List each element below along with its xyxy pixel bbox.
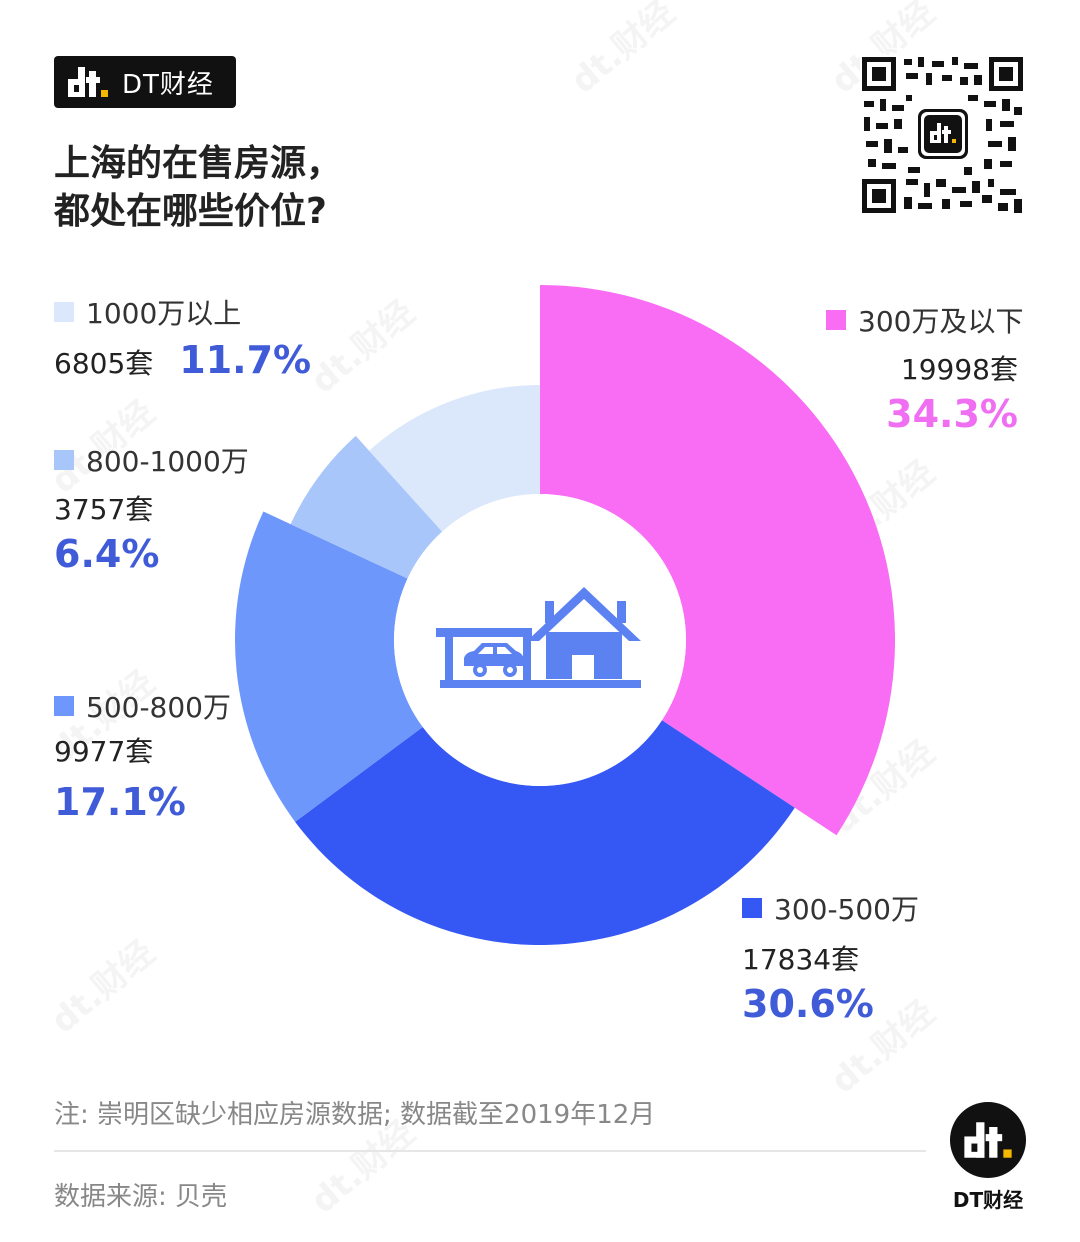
brand-name: DT财经 [122, 69, 214, 100]
logo-label: DT财经 [952, 1188, 1024, 1212]
divider [54, 1150, 926, 1152]
qr-code-icon [860, 55, 1025, 215]
house-car-icon [436, 587, 641, 688]
donut-slice [290, 435, 443, 579]
legend-swatch [54, 302, 74, 322]
legend-count: 19998套 [900, 353, 1018, 386]
legend-300-500: 300-500万 17834套 30.6% [742, 888, 919, 1026]
donut-slice [369, 385, 540, 532]
legend-count: 3757套 [54, 493, 154, 526]
legend-label: 300-500万 [774, 893, 919, 926]
legend-swatch [742, 898, 762, 918]
legend-label: 1000万以上 [86, 297, 242, 330]
legend-percent: 30.6% [742, 982, 874, 1026]
title-line-2: 都处在哪些价位? [54, 191, 327, 232]
legend-swatch [826, 310, 846, 330]
legend-count: 9977套 [54, 735, 154, 768]
legend-800-1000: 800-1000万 3757套 6.4% [54, 440, 249, 576]
donut-slice [234, 511, 423, 822]
legend-percent: 11.7% [179, 338, 312, 382]
legend-percent: 17.1% [54, 780, 186, 824]
legend-1000-and-above: 1000万以上 6805套 11.7% [54, 292, 311, 382]
legend-label: 300万及以下 [858, 305, 1024, 338]
dt-logo-icon [950, 1102, 1026, 1178]
donut-slice [540, 285, 895, 836]
donut-slice [295, 720, 795, 945]
data-source: 数据来源: 贝壳 [54, 1182, 228, 1212]
legend-500-800: 500-800万 9977套 17.1% [54, 686, 231, 824]
legend-300-and-below: 300万及以下 19998套 34.3% [826, 300, 1023, 436]
legend-count: 6805套 [54, 347, 154, 380]
footnote: 注: 崇明区缺少相应房源数据; 数据截至2019年12月 [54, 1100, 656, 1130]
legend-swatch [54, 450, 74, 470]
brand-badge: DT财经 [54, 56, 236, 108]
legend-percent: 34.3% [886, 392, 1018, 436]
legend-count: 17834套 [742, 943, 860, 976]
title-line-1: 上海的在售房源， [54, 143, 343, 184]
page-title: 上海的在售房源， 都处在哪些价位? [54, 140, 654, 236]
legend-swatch [54, 696, 74, 716]
legend-label: 800-1000万 [86, 445, 249, 478]
legend-percent: 6.4% [54, 532, 160, 576]
dt-logo-icon [68, 67, 108, 97]
legend-label: 500-800万 [86, 691, 231, 724]
